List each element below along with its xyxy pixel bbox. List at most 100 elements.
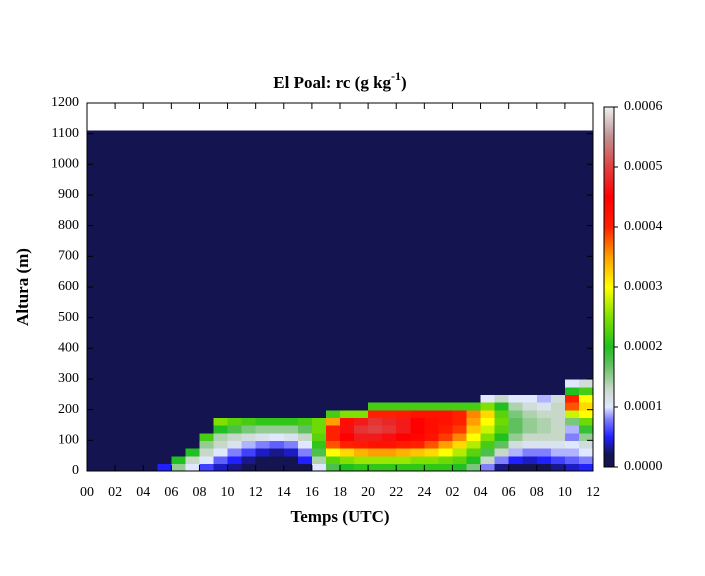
- heatmap-cell: [87, 394, 102, 403]
- heatmap-cell: [480, 394, 496, 403]
- heatmap-cell: [424, 432, 439, 441]
- heatmap-cell: [480, 425, 496, 434]
- heatmap-cell: [396, 386, 411, 395]
- heatmap-cell: [143, 463, 158, 472]
- heatmap-cell: [354, 386, 369, 395]
- heatmap-cell: [536, 130, 552, 380]
- heatmap-cell: [87, 432, 102, 441]
- heatmap-cell: [129, 463, 144, 472]
- heatmap-cell: [283, 425, 299, 434]
- heatmap-cell: [396, 394, 411, 403]
- heatmap-cell: [494, 463, 510, 472]
- heatmap-cell: [382, 394, 397, 403]
- heatmap-cell: [494, 440, 510, 449]
- heatmap-cell: [354, 379, 369, 388]
- heatmap-cell: [199, 386, 215, 395]
- heatmap-cell: [241, 417, 257, 426]
- heatmap-cell: [297, 386, 313, 395]
- heatmap-cell: [311, 448, 327, 457]
- heatmap-cell: [424, 448, 439, 457]
- heatmap-cell: [157, 455, 172, 464]
- heatmap-cell: [157, 417, 172, 426]
- heatmap-cell: [283, 455, 299, 464]
- heatmap-cell: [410, 379, 425, 388]
- heatmap-cell: [101, 409, 116, 418]
- heatmap-cell: [199, 448, 215, 457]
- heatmap-cell: [536, 379, 552, 388]
- heatmap-cell: [564, 409, 580, 418]
- heatmap-cell: [115, 417, 130, 426]
- heatmap-cell: [368, 130, 383, 380]
- heatmap-cell: [494, 425, 510, 434]
- colorbar-tick-label: 0.0004: [624, 219, 663, 234]
- heatmap-cell: [185, 448, 201, 457]
- heatmap-cell: [578, 130, 594, 380]
- heatmap-cell: [283, 417, 299, 426]
- heatmap-cell: [115, 394, 130, 403]
- heatmap-cell: [578, 448, 594, 457]
- y-tick-label: 600: [58, 279, 79, 294]
- heatmap-cell: [269, 425, 285, 434]
- heatmap-cell: [129, 417, 144, 426]
- heatmap-cell: [87, 402, 102, 411]
- heatmap-cell: [199, 402, 215, 411]
- heatmap-cell: [522, 432, 538, 441]
- heatmap-cell: [87, 455, 102, 464]
- heatmap-cell: [171, 379, 186, 388]
- heatmap-cell: [227, 379, 243, 388]
- heatmap-cell: [213, 402, 229, 411]
- heatmap-cell: [213, 440, 229, 449]
- heatmap-cell: [227, 130, 243, 380]
- heatmap-cell: [522, 455, 538, 464]
- heatmap-cell: [185, 386, 201, 395]
- x-tick-label: 06: [502, 485, 516, 500]
- heatmap-cell: [452, 417, 468, 426]
- heatmap-cell: [578, 379, 594, 388]
- heatmap-cell: [494, 394, 510, 403]
- y-axis-label: Altura (m): [13, 248, 32, 326]
- heatmap-cell: [578, 386, 594, 395]
- heatmap-cell: [536, 386, 552, 395]
- heatmap-cell: [480, 402, 496, 411]
- colorbar-tick-label: 0.0001: [624, 399, 663, 414]
- heatmap-cell: [101, 417, 116, 426]
- heatmap-cell: [578, 417, 594, 426]
- heatmap-cell: [536, 417, 552, 426]
- heatmap-cell: [550, 409, 566, 418]
- heatmap-cell: [494, 130, 510, 380]
- title-end: ): [401, 73, 407, 92]
- heatmap-cell: [354, 130, 369, 380]
- heatmap-cell: [410, 402, 425, 411]
- heatmap-cell: [241, 409, 257, 418]
- heatmap-cell: [213, 417, 229, 426]
- heatmap-cell: [536, 402, 552, 411]
- heatmap-cell: [325, 440, 341, 449]
- heatmap-cell: [354, 409, 369, 418]
- heatmap-cell: [255, 130, 271, 380]
- heatmap-cell: [578, 402, 594, 411]
- heatmap-cell: [171, 448, 186, 457]
- heatmap-cell: [368, 425, 383, 434]
- y-tick-label: 100: [58, 433, 79, 448]
- heatmap-cell: [424, 417, 439, 426]
- heatmap-cell: [311, 417, 327, 426]
- heatmap-cell: [325, 455, 341, 464]
- heatmap-cell: [452, 130, 468, 380]
- heatmap-cell: [269, 402, 285, 411]
- heatmap-cell: [297, 402, 313, 411]
- heatmap-cell: [522, 409, 538, 418]
- heatmap-cell: [283, 130, 299, 380]
- heatmap-cell: [283, 409, 299, 418]
- heatmap-cell: [171, 440, 186, 449]
- heatmap-cell: [550, 432, 566, 441]
- heatmap-cell: [354, 417, 369, 426]
- colorbar-tick-label: 0.0005: [624, 159, 663, 174]
- heatmap-cell: [227, 432, 243, 441]
- heatmap-cell: [241, 394, 257, 403]
- heatmap-cell: [297, 417, 313, 426]
- heatmap-cell: [396, 432, 411, 441]
- heatmap-cell: [382, 130, 397, 380]
- heatmap-cell: [171, 394, 186, 403]
- heatmap-cell: [269, 386, 285, 395]
- heatmap-cell: [311, 402, 327, 411]
